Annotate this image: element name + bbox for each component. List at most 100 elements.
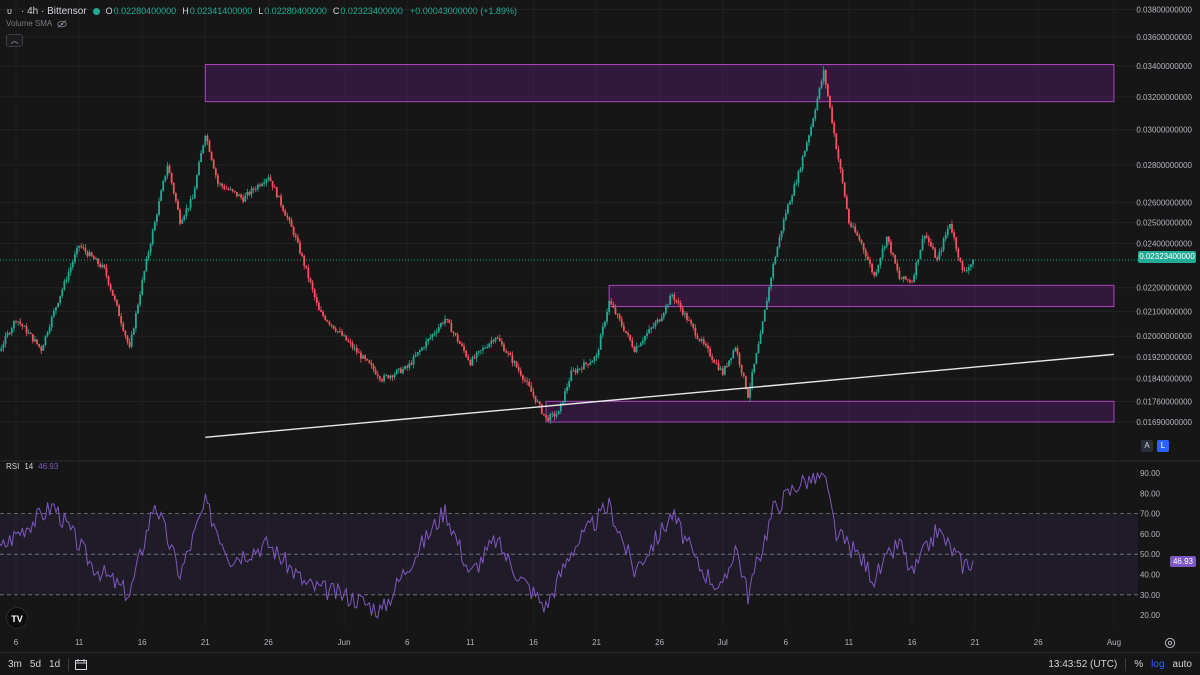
candle-body	[768, 287, 770, 302]
candle-body	[930, 241, 932, 247]
candle-body	[71, 261, 74, 268]
y-tick-label: 0.01690000000	[1136, 418, 1192, 427]
candle-body	[185, 208, 188, 216]
candle-body	[549, 414, 552, 421]
candle-body	[118, 305, 120, 317]
volume-legend[interactable]: Volume SMA	[6, 19, 67, 28]
candle-body	[723, 366, 726, 375]
candle-body	[151, 230, 154, 244]
change-value: +0.00043000000 (+1.89%)	[409, 6, 518, 16]
candle-body	[881, 248, 884, 258]
candle-body	[816, 98, 819, 110]
auto-scale-button[interactable]: A	[1141, 440, 1153, 452]
rsi-legend[interactable]: RSI 14 46.93	[6, 462, 58, 471]
candle-body	[513, 361, 516, 364]
candle-body	[616, 313, 619, 315]
candle-body	[486, 347, 489, 349]
candle-body	[450, 322, 453, 333]
candle-body	[139, 294, 141, 305]
rsi-name: RSI	[6, 462, 20, 471]
candle-body	[679, 303, 682, 309]
log-scale-toggle[interactable]: log	[1151, 659, 1165, 670]
candle-body	[490, 340, 493, 344]
candle-body	[688, 320, 690, 321]
candle-body	[948, 224, 951, 229]
candle-body	[99, 264, 102, 268]
percent-scale-toggle[interactable]: %	[1134, 659, 1144, 670]
y-tick-label: 0.02500000000	[1136, 219, 1192, 228]
range-3m-button[interactable]: 3m	[8, 658, 22, 670]
candle-body	[614, 307, 617, 314]
low-value: 0.02280400000	[264, 6, 327, 16]
x-tick-label: 6	[784, 638, 789, 647]
candle-body	[883, 246, 886, 249]
candle-body	[810, 126, 812, 136]
candle-body	[843, 182, 846, 197]
candle-body	[248, 192, 251, 195]
candle-body	[761, 321, 764, 334]
candle-body	[263, 182, 266, 185]
candle-body	[463, 345, 465, 351]
candle-body	[402, 369, 404, 374]
symbol-title[interactable]: · 4h · Bittensor	[21, 5, 87, 17]
candle-body	[700, 339, 703, 341]
candle-body	[894, 254, 897, 264]
candle-body	[206, 135, 209, 141]
candle-body	[116, 299, 118, 306]
x-tick-label: 26	[655, 638, 664, 647]
candle-body	[923, 235, 926, 239]
candle-body	[635, 346, 638, 353]
candle-body	[500, 341, 503, 345]
candle-body	[191, 198, 194, 200]
candle-body	[744, 375, 747, 389]
eye-hidden-icon[interactable]	[57, 19, 67, 28]
candle-body	[561, 401, 564, 404]
gear-icon[interactable]	[1164, 637, 1176, 649]
candle-body	[484, 347, 486, 349]
calendar-icon[interactable]	[75, 658, 88, 670]
high-value: 0.02341400000	[189, 6, 253, 16]
collapse-legend-button[interactable]: ︿	[6, 34, 23, 47]
candle-body	[0, 348, 3, 352]
range-5d-button[interactable]: 5d	[29, 658, 42, 670]
candle-body	[227, 188, 230, 190]
tradingview-logo[interactable]: TV	[6, 607, 28, 629]
candle-body	[543, 413, 545, 415]
candle-body	[95, 258, 97, 260]
open-value: 0.02280400000	[113, 6, 177, 16]
axes: 0.03800000000 0.03600000000 0.03400000000 0…	[14, 5, 1193, 647]
candle-body	[587, 363, 590, 365]
candle-body	[23, 326, 26, 328]
auto-scale-toggle[interactable]: auto	[1172, 659, 1192, 670]
log-scale-button[interactable]: L	[1157, 440, 1169, 452]
candle-body	[643, 336, 646, 341]
supply-zone	[204, 64, 1115, 103]
candle-body	[545, 414, 547, 418]
candle-body	[909, 280, 911, 282]
candle-body	[25, 326, 28, 334]
x-tick-label: 26	[264, 638, 273, 647]
utc-clock[interactable]: 13:43:52 (UTC)	[1048, 659, 1118, 670]
candle-body	[160, 190, 163, 202]
candle-body	[633, 346, 636, 353]
candle-body	[198, 162, 200, 176]
candle-body	[753, 363, 756, 373]
candle-body	[591, 360, 594, 363]
candle-body	[8, 333, 11, 334]
candle-body	[803, 150, 806, 157]
candle-body	[427, 338, 430, 342]
candle-body	[503, 344, 505, 352]
candle-body	[429, 337, 432, 339]
x-tick-label: 21	[592, 638, 601, 647]
candle-body	[770, 277, 772, 288]
candle-body	[951, 224, 953, 233]
range-1d-button[interactable]: 1d	[49, 658, 61, 670]
bittensor-icon: υ	[7, 5, 12, 16]
candle-body	[856, 232, 859, 236]
candle-body	[665, 305, 667, 313]
candle-body	[585, 362, 587, 364]
mid-zone	[608, 284, 1115, 308]
candle-body	[906, 279, 909, 281]
candle-body	[341, 331, 343, 336]
